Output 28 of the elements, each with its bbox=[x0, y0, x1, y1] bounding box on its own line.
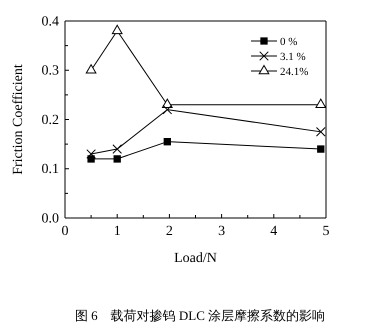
x-tick-label: 0 bbox=[62, 224, 68, 239]
point bbox=[315, 98, 326, 108]
point bbox=[162, 104, 172, 114]
y-axis-title: Friction Coefficient bbox=[11, 64, 26, 175]
point bbox=[112, 144, 122, 154]
x-tick-label: 4 bbox=[270, 224, 278, 239]
x-tick-label: 5 bbox=[322, 224, 330, 239]
legend-label: 24.1% bbox=[280, 66, 308, 78]
point bbox=[86, 64, 96, 74]
point bbox=[114, 155, 121, 163]
legend-label: 3.1 % bbox=[280, 51, 306, 63]
y-tick-label: 0.1 bbox=[42, 162, 59, 178]
legend-label: 0 % bbox=[280, 36, 298, 48]
y-tick-label: 0.0 bbox=[42, 211, 59, 226]
point bbox=[87, 155, 95, 163]
point bbox=[316, 127, 326, 137]
point bbox=[112, 24, 123, 34]
x-axis-title: Load/N bbox=[174, 251, 217, 266]
caption: 图 6 载荷对掺钨 DLC 涂层摩擦系数的影响 bbox=[74, 308, 326, 323]
point bbox=[317, 145, 324, 153]
x-tick-label: 3 bbox=[218, 224, 226, 239]
point bbox=[164, 138, 171, 146]
y-tick-label: 0.4 bbox=[42, 14, 59, 30]
y-tick-label: 0.2 bbox=[42, 112, 59, 128]
x-tick-label: 1 bbox=[114, 224, 121, 239]
point bbox=[86, 149, 96, 159]
x-tick-label: 2 bbox=[166, 224, 173, 239]
y-tick-label: 0.3 bbox=[42, 64, 59, 79]
